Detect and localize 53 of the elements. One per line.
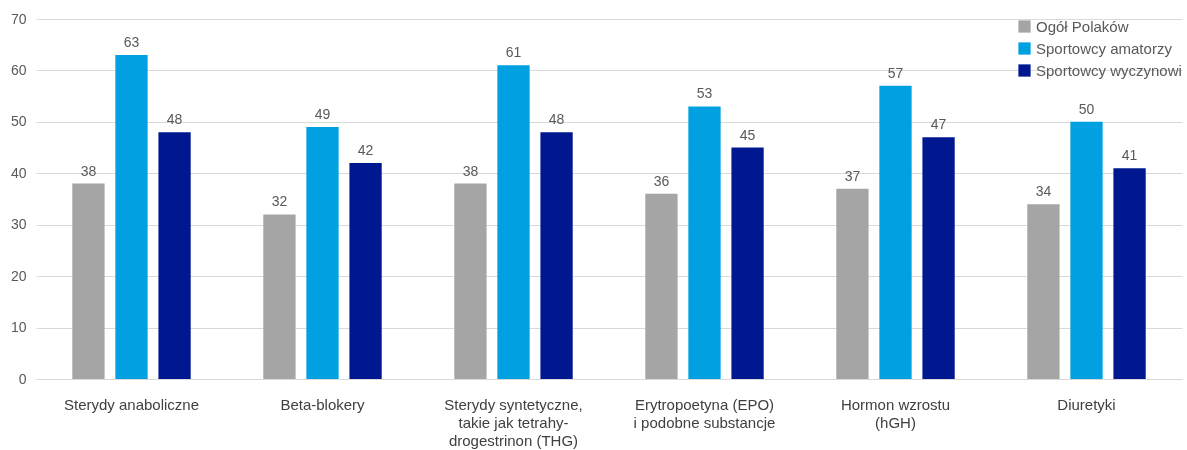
y-tick-label: 30 <box>10 216 27 233</box>
bar <box>72 183 105 379</box>
data-label: 36 <box>653 172 670 189</box>
data-label: 38 <box>80 162 97 179</box>
y-tick-label: 70 <box>10 10 27 27</box>
y-tick-label: 0 <box>18 370 27 387</box>
data-label: 37 <box>844 167 861 184</box>
data-label: 34 <box>1035 183 1052 200</box>
bar <box>1113 168 1146 379</box>
data-label: 63 <box>123 34 140 50</box>
x-tick-label: Sterydy anaboliczne <box>63 395 200 413</box>
x-tick-label: Diuretyki <box>1057 395 1116 413</box>
y-tick-label: 40 <box>10 164 27 181</box>
x-tick-label: Erytropoetyna (EPO) i podobne substancje <box>633 395 776 431</box>
bar <box>731 147 764 379</box>
data-label: 38 <box>462 162 479 179</box>
data-label: 61 <box>505 44 522 61</box>
data-label: 48 <box>166 111 183 128</box>
x-tick-label: Beta-blokery <box>280 395 366 413</box>
data-label: 48 <box>548 111 565 128</box>
data-label: 47 <box>930 116 947 133</box>
y-tick-label: 10 <box>10 319 27 336</box>
data-label: 45 <box>739 126 756 143</box>
bar <box>1027 204 1060 379</box>
legend-label: Sportowcy amatorzy <box>1036 39 1173 57</box>
data-label: 49 <box>314 106 331 122</box>
bar <box>263 214 296 379</box>
data-label: 41 <box>1121 147 1138 164</box>
bar <box>688 106 721 379</box>
bar <box>1070 121 1103 379</box>
bar <box>115 55 148 379</box>
bar <box>158 132 191 379</box>
data-label: 57 <box>887 64 904 81</box>
bar <box>645 193 678 379</box>
bar <box>454 183 487 379</box>
y-tick-label: 20 <box>10 267 27 284</box>
bar <box>540 132 573 379</box>
data-label: 50 <box>1078 100 1095 117</box>
data-label: 42 <box>357 142 374 158</box>
x-tick-label: Sterydy syntetyczne, takie jak tetrahy- drogestrinon (THG) <box>444 395 583 449</box>
bar <box>306 127 339 379</box>
y-tick-label: 50 <box>10 113 27 130</box>
y-tick-label: 60 <box>10 61 27 78</box>
bar <box>497 65 530 379</box>
legend-label: Sportowcy wyczynowi <box>1036 61 1182 79</box>
bar <box>879 85 912 379</box>
data-label: 53 <box>696 85 713 102</box>
legend-label: Ogół Polaków <box>1036 17 1129 35</box>
bar <box>922 137 955 379</box>
x-tick-label: Hormon wzrostu (hGH) <box>840 395 951 431</box>
bar <box>349 163 382 379</box>
data-label: 32 <box>271 193 288 210</box>
bar <box>836 188 869 379</box>
